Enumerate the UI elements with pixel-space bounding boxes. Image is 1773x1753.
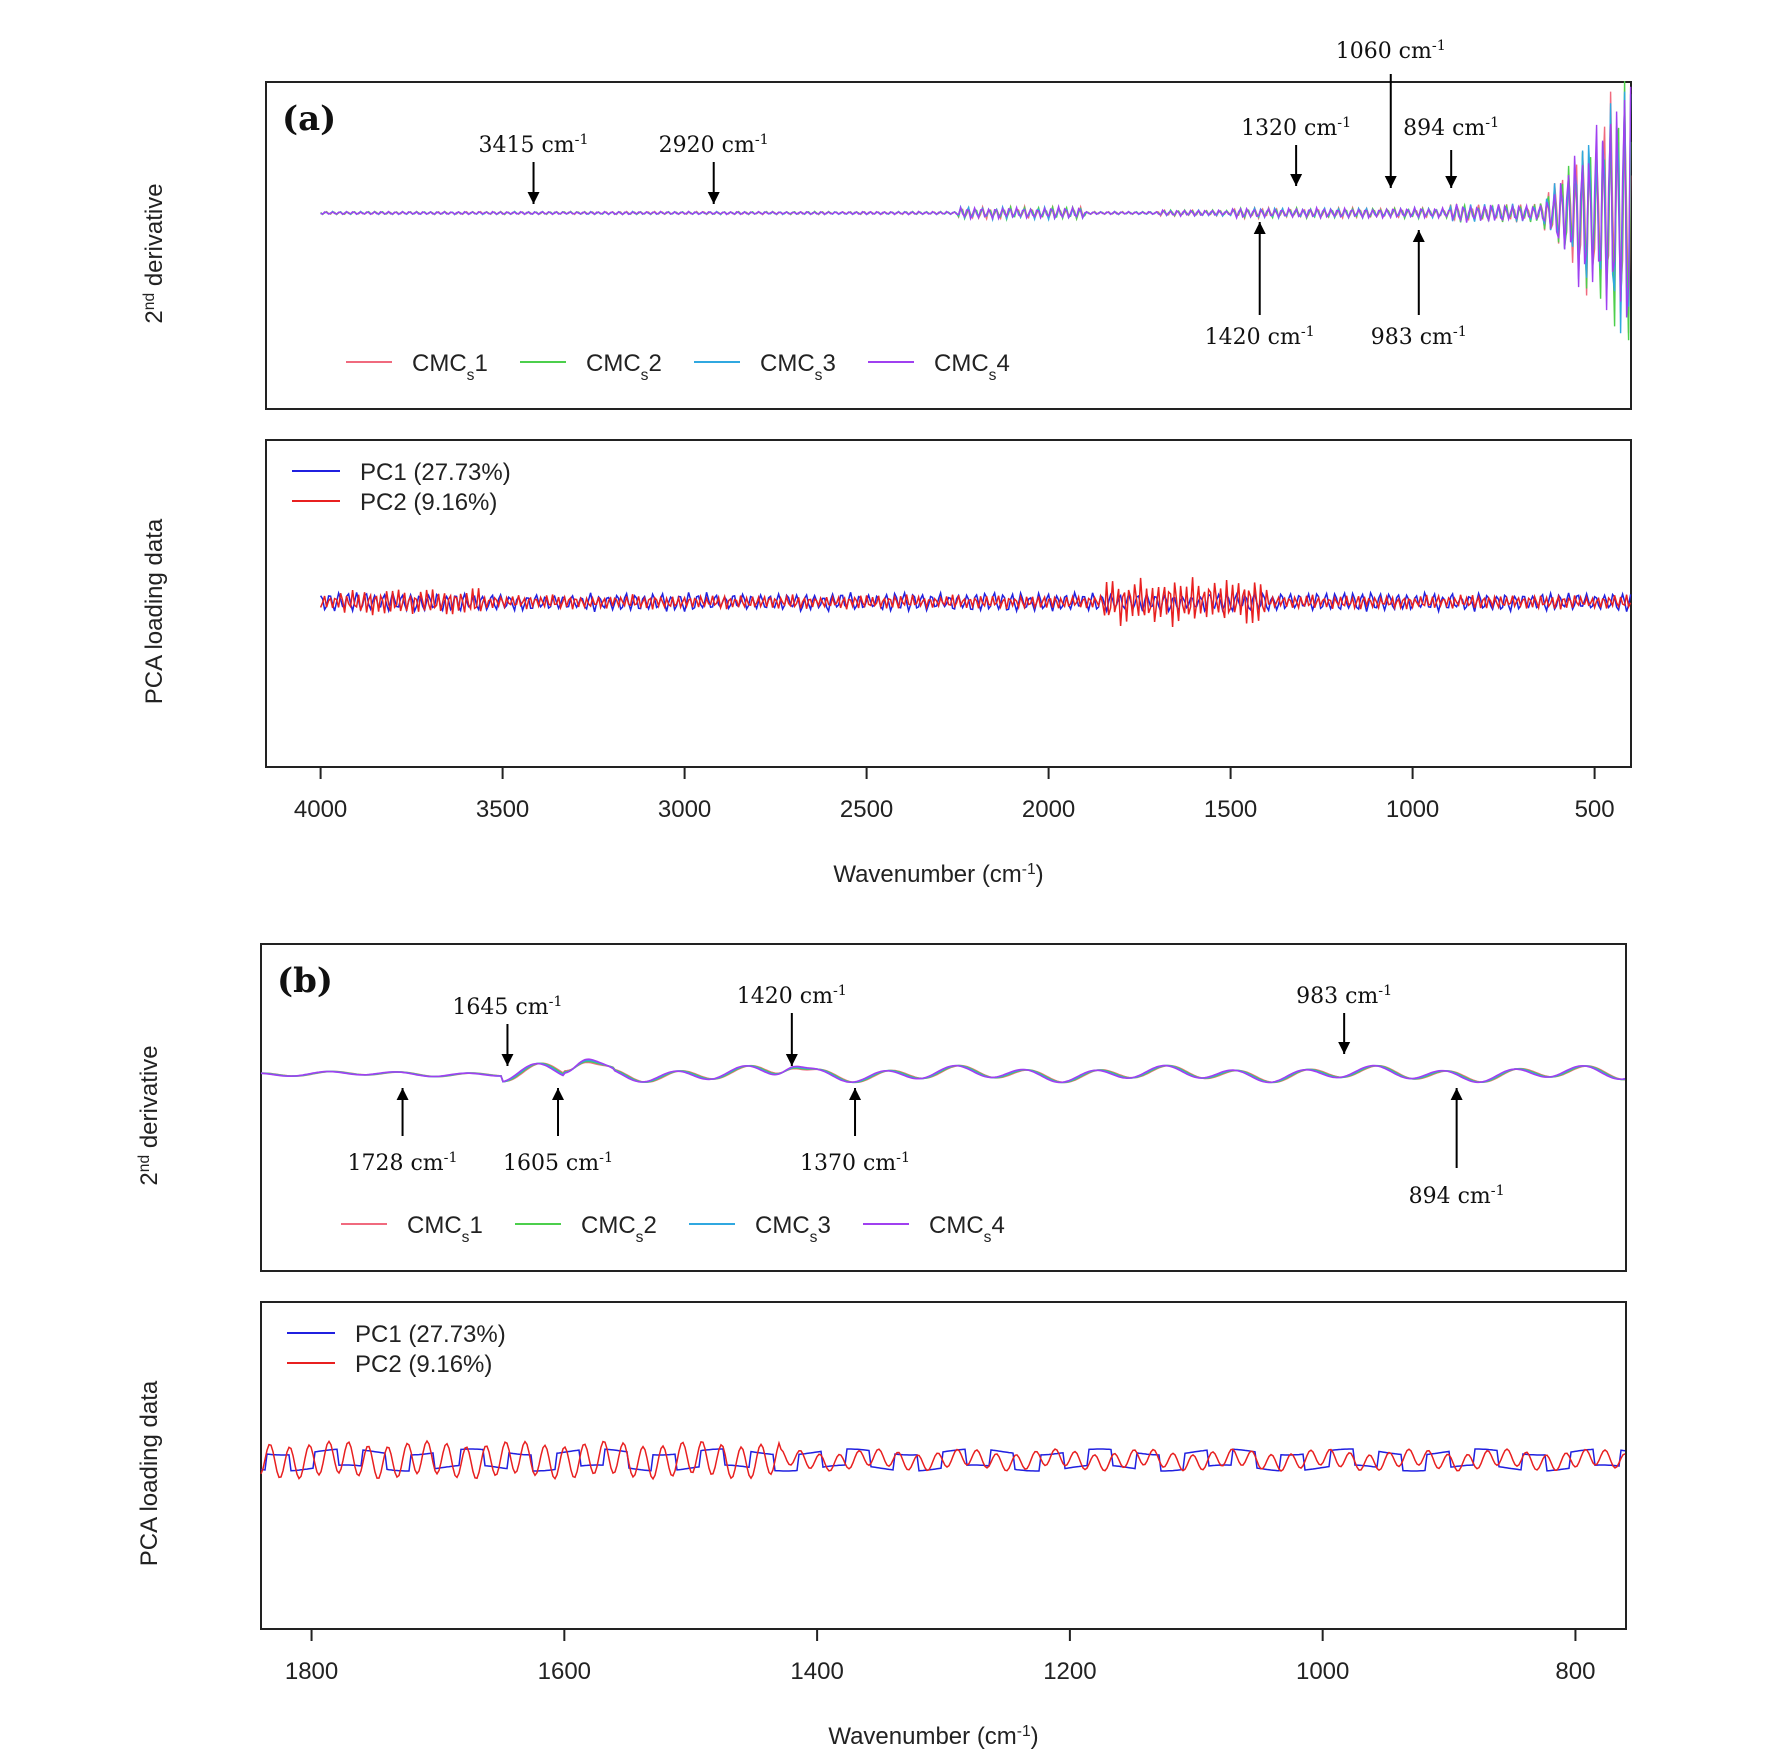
plot-frame-b-pca	[260, 1301, 1627, 1630]
x-tick-label: 2500	[840, 796, 893, 823]
x-tick-label: 3000	[658, 796, 711, 823]
series-lines-layer	[260, 80, 1632, 1481]
x-tick-label: 2000	[1022, 796, 1075, 823]
annotation-label: 2920 cm-1	[659, 132, 769, 158]
legend-label: PC1 (27.73%)	[360, 459, 511, 486]
annotation-label: 894 cm-1	[1409, 1183, 1505, 1209]
x-tick-label: 800	[1555, 1658, 1595, 1685]
annotation-label: 1420 cm-1	[1205, 324, 1315, 350]
legend-label: CMCs4	[934, 350, 1010, 384]
annotation-arrow-head	[552, 1088, 565, 1100]
plot-frame-b-derivative	[260, 943, 1627, 1272]
x-tick-label: 1000	[1296, 1658, 1349, 1685]
plot-frame-a-derivative	[265, 81, 1632, 410]
annotation-label: 1320 cm-1	[1241, 115, 1351, 141]
x-tick-label: 4000	[294, 796, 347, 823]
annotation-label: 983 cm-1	[1371, 324, 1467, 350]
annotation-label: 1645 cm-1	[452, 994, 562, 1020]
legend-label: CMCs2	[581, 1212, 657, 1246]
x-tick-label: 1800	[285, 1658, 338, 1685]
annotation-arrow-head	[527, 192, 540, 204]
annotation-label: 1728 cm-1	[348, 1150, 458, 1176]
annotation-arrow-head	[707, 192, 720, 204]
legend-label: CMCs3	[755, 1212, 831, 1246]
series-line-b-pca-1	[260, 1448, 1626, 1472]
annotation-arrow-head	[1253, 222, 1266, 234]
x-tick-label: 1500	[1204, 796, 1257, 823]
x-tick-label: 1000	[1386, 796, 1439, 823]
panel-label-a: (a)	[282, 99, 336, 139]
panel-label-b: (b)	[277, 961, 333, 1001]
x-axis-title: Wavenumber (cm-1)	[833, 861, 1043, 889]
series-line-b-4	[260, 1058, 1626, 1084]
x-tick-label: 500	[1575, 796, 1615, 823]
legend-label: CMCs3	[760, 350, 836, 384]
legend-label: PC2 (9.16%)	[355, 1351, 492, 1378]
x-tick-label: 1600	[538, 1658, 591, 1685]
y-axis-title: PCA loading data	[136, 1380, 163, 1566]
annotation-label: 1605 cm-1	[503, 1150, 613, 1176]
annotation-arrow-head	[1384, 176, 1397, 188]
legend-label: PC2 (9.16%)	[360, 489, 497, 516]
x-axis-title: Wavenumber (cm-1)	[828, 1723, 1038, 1751]
annotation-label: 3415 cm-1	[478, 132, 588, 158]
series-line-a-4	[320, 86, 1632, 318]
annotation-arrow-head	[785, 1054, 798, 1066]
annotations-layer: 3415 cm-1 2920 cm-1 1320 cm-1 1060 cm-1 894 …	[348, 38, 1505, 1209]
x-tick-label: 1200	[1043, 1658, 1096, 1685]
annotation-arrow-head	[1412, 230, 1425, 242]
y-axis-title: 2nd derivative	[136, 1045, 164, 1185]
annotation-label: 1370 cm-1	[800, 1150, 910, 1176]
y-axis-title: 2nd derivative	[141, 183, 169, 323]
annotation-arrow-head	[1338, 1042, 1351, 1054]
annotation-label: 894 cm-1	[1403, 115, 1499, 141]
y-axis-title: PCA loading data	[141, 518, 168, 704]
annotation-label: 983 cm-1	[1296, 983, 1392, 1009]
series-line-b-pca-2	[260, 1439, 1626, 1481]
legend-label: CMCs4	[929, 1212, 1005, 1246]
axis-titles-layer: Wavenumber (cm-1) Wavenumber (cm-1) 2nd de…	[136, 183, 1044, 1750]
annotation-label: 1420 cm-1	[737, 983, 847, 1009]
x-tick-label: 3500	[476, 796, 529, 823]
annotation-label: 1060 cm-1	[1336, 38, 1446, 64]
annotation-arrow-head	[1445, 176, 1458, 188]
legend-label: CMCs1	[407, 1212, 483, 1246]
annotation-arrow-head	[396, 1088, 409, 1100]
series-line-b-1	[261, 1061, 1626, 1084]
x-tick-label: 1400	[790, 1658, 843, 1685]
legend-label: CMCs2	[586, 350, 662, 384]
annotation-arrow-head	[1450, 1088, 1463, 1100]
series-line-a-pca-2	[319, 577, 1632, 628]
legend-label: PC1 (27.73%)	[355, 1321, 506, 1348]
x-axis-ticks-layer: 4000 3500 3000 2500 2000 1500 1000 500 1800 1600 1…	[285, 767, 1615, 1685]
annotation-arrow-head	[501, 1054, 514, 1066]
annotation-arrow-head	[849, 1088, 862, 1100]
legend-label: CMCs1	[412, 350, 488, 384]
annotation-arrow-head	[1290, 174, 1303, 186]
